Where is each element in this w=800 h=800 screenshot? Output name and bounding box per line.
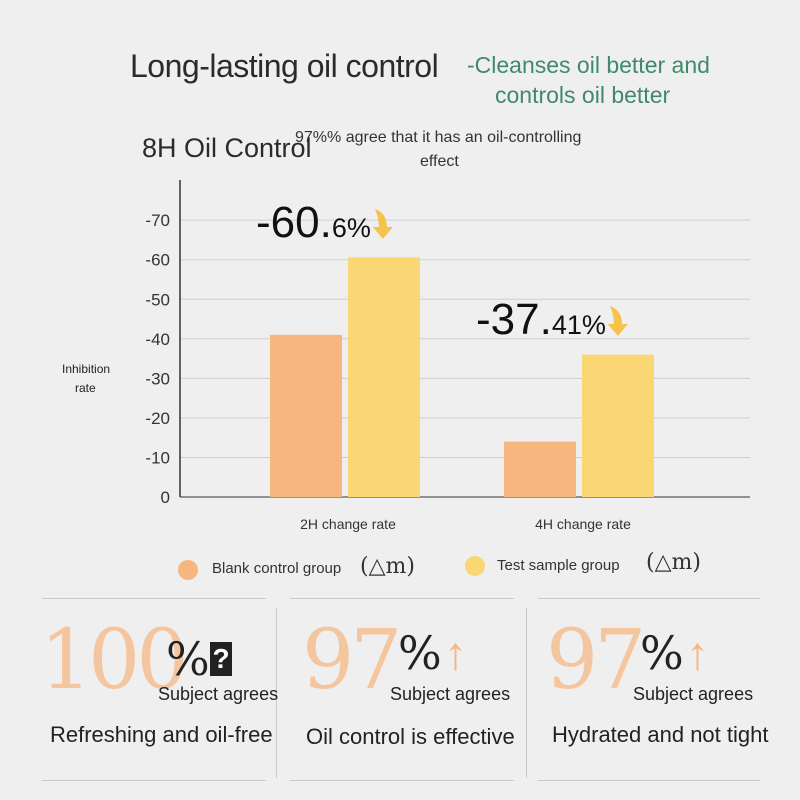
chart-title: 8H Oil Control: [142, 133, 312, 163]
divider: [42, 598, 266, 599]
question-icon: ?: [210, 642, 232, 676]
legend-label-blank: Blank control group: [212, 560, 342, 577]
arrow-up-icon: ↑: [686, 627, 709, 679]
stat-percent: %: [166, 632, 210, 686]
y-tick-label: 0: [161, 488, 170, 507]
y-tick-label: -70: [145, 211, 170, 230]
legend-swatch-test: [465, 556, 485, 576]
y-tick-label: -50: [145, 290, 170, 309]
y-tick-label: -10: [145, 448, 170, 467]
stat-percent: %: [398, 626, 442, 680]
subtitle-line-2: controls oil better: [495, 82, 671, 108]
page-title: Long-lasting oil control: [130, 48, 439, 84]
y-axis-label-line-2: rate: [75, 381, 96, 395]
divider: [538, 780, 760, 781]
y-tick-label: -40: [145, 330, 170, 349]
y-tick-label: -20: [145, 409, 170, 428]
bar-test: [582, 354, 654, 497]
stat-card-1: 100: [40, 620, 189, 702]
stat-value: 100: [40, 613, 189, 708]
stat-card-3: 97: [546, 620, 646, 702]
divider: [42, 780, 266, 781]
y-tick-label: -30: [145, 369, 170, 388]
x-category-label: 4H change rate: [535, 516, 631, 532]
legend-unit-test: (△m): [646, 550, 701, 575]
arrow-up-icon: ↑: [444, 627, 467, 679]
x-category-label: 2H change rate: [300, 516, 396, 532]
down-arrow-icon: [607, 306, 628, 336]
y-axis-label-line-1: Inhibition: [62, 362, 111, 376]
subtitle-line-1: -Cleanses oil better and: [467, 52, 710, 78]
divider: [526, 608, 527, 778]
data-label: -37.41%: [476, 295, 606, 344]
divider: [290, 780, 514, 781]
stat-percent: %: [640, 626, 684, 680]
down-arrow-icon: [372, 209, 393, 239]
stat-caption: Refreshing and oil-free: [50, 722, 273, 747]
stat-value: 97: [302, 613, 402, 708]
stat-caption: Hydrated and not tight: [552, 722, 769, 747]
stat-agree-label: Subject agrees: [158, 684, 279, 704]
y-tick-label: -60: [145, 251, 170, 270]
bar-test: [348, 257, 420, 497]
chart-annotation-line-1: 97%% agree that it has an oil-controllin…: [295, 129, 582, 146]
legend-label-test: Test sample group: [497, 557, 620, 574]
divider: [276, 608, 277, 778]
stat-agree-label: Subject agrees: [390, 684, 511, 704]
legend-swatch-blank: [178, 560, 198, 580]
bar-blank: [270, 334, 342, 497]
stat-card-2: 97: [302, 620, 402, 702]
stat-agree-label: Subject agrees: [633, 684, 754, 704]
bar-blank: [504, 441, 576, 497]
legend-unit-blank: (△m): [360, 554, 415, 579]
chart-annotation-line-2: effect: [420, 153, 459, 170]
divider: [290, 598, 514, 599]
stat-value: 97: [546, 613, 646, 708]
data-label: -60.6%: [256, 198, 371, 247]
divider: [538, 598, 760, 599]
stat-caption: Oil control is effective: [306, 724, 515, 749]
